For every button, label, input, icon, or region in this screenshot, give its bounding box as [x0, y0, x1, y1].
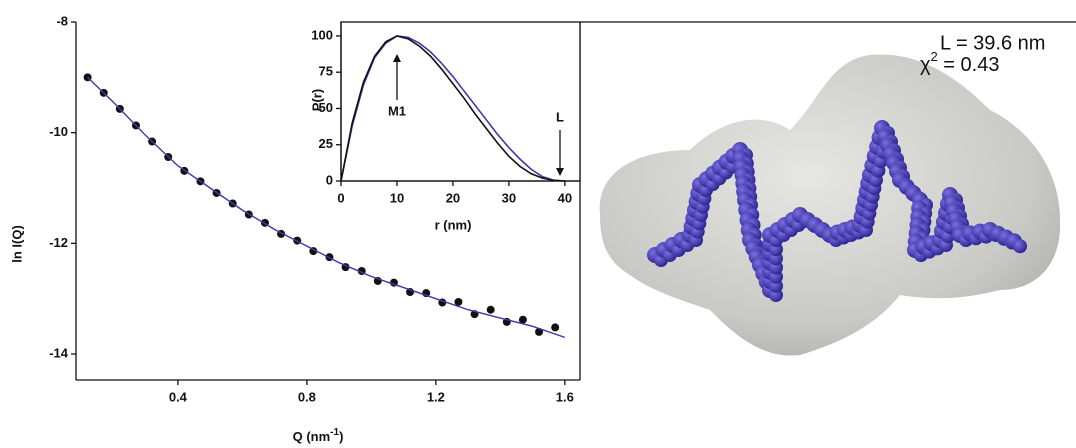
x-axis-label: Q (nm-1): [293, 427, 344, 445]
figure: L = 39.6 nm χ2 = 0.43 ln I(Q) Q (nm-1) -…: [0, 0, 1076, 448]
x-tick-label: 40: [558, 190, 572, 205]
x-tick-label: 0: [337, 190, 344, 205]
x-tick-label: 30: [502, 190, 516, 205]
inset-annotation: M1: [388, 103, 406, 118]
inset-annotation: L: [556, 109, 564, 124]
inset-y-label: P(r): [309, 89, 324, 111]
x-tick-label: 1.6: [556, 389, 574, 404]
y-tick-label: 75: [319, 64, 333, 79]
x-tick-label: 20: [446, 190, 460, 205]
x-tick-label: 0.4: [169, 389, 188, 404]
y-tick-label: -10: [49, 124, 68, 139]
chi-symbol: χ: [920, 54, 931, 76]
inset-frame: [341, 22, 580, 181]
chi-exponent: 2: [931, 49, 938, 64]
y-axis-label: ln I(Q): [9, 225, 24, 263]
y-tick-label: -12: [49, 235, 68, 250]
chi-value: = 0.43: [938, 54, 1000, 76]
x-tick-label: 1.2: [427, 389, 445, 404]
y-tick-label: 100: [311, 27, 333, 42]
y-tick-label: 0: [326, 172, 333, 187]
molecular-envelope: [600, 54, 1061, 355]
y-tick-label: -8: [56, 13, 68, 28]
data-point: [551, 323, 559, 331]
data-point: [487, 306, 495, 314]
x-label-text: Q (nm: [293, 429, 331, 444]
bead: [1013, 239, 1027, 253]
y-tick-label: 25: [319, 136, 333, 151]
x-tick-label: 0.8: [298, 389, 316, 404]
length-annotation: L = 39.6 nm: [940, 32, 1045, 54]
x-label-end: ): [339, 429, 343, 444]
y-tick-label: -14: [49, 345, 69, 360]
inset-x-label: r (nm): [435, 217, 472, 232]
x-tick-label: 10: [390, 190, 404, 205]
